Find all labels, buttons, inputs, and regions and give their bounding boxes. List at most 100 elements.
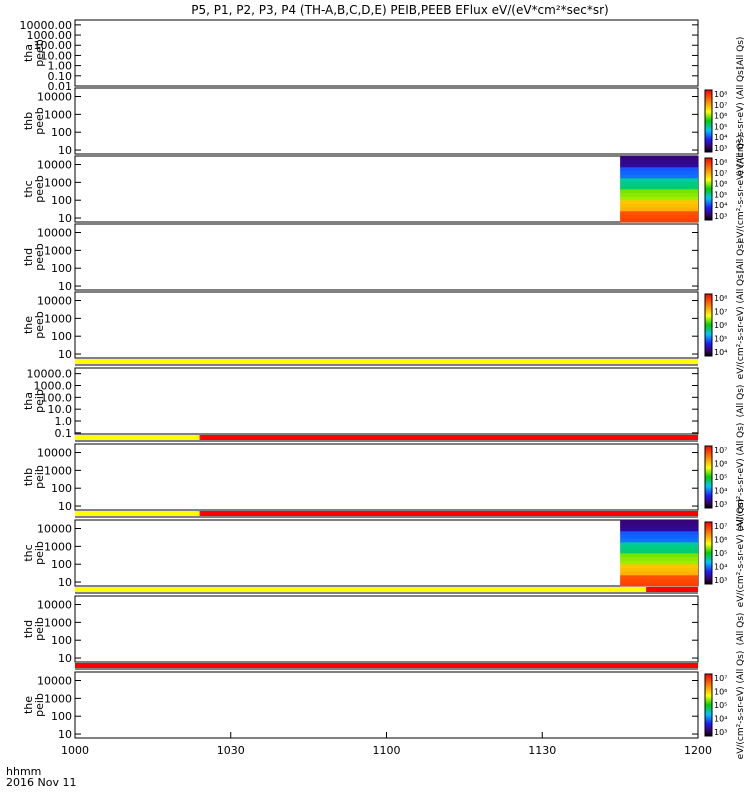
colorbar-tick-label: 10⁶ xyxy=(714,321,727,330)
x-tick-label: 1130 xyxy=(528,744,556,757)
panel-frame xyxy=(74,87,699,155)
spectrogram-cell xyxy=(620,520,698,524)
colorbar-tick-label: 10⁴ xyxy=(714,348,727,357)
y-tick-label: 10 xyxy=(58,348,72,361)
spectrogram-cell xyxy=(620,214,698,219)
y-tick-label: 10000 xyxy=(37,523,72,536)
y-tick-label: 10 xyxy=(58,144,72,157)
panel-frame xyxy=(74,671,699,739)
spectrogram-cell xyxy=(620,159,698,164)
y-tick-label: 1000 xyxy=(44,312,72,325)
unit-label: eV/(cm²-s-sr-eV) (All Qs) xyxy=(736,423,746,532)
colorbar-tick-label: 10⁷ xyxy=(714,674,727,683)
unit-label: (All Qs) xyxy=(736,385,746,418)
spectrogram-cell xyxy=(620,567,698,572)
y-tick-label: 100 xyxy=(51,194,72,207)
x-tick-label: 1030 xyxy=(217,744,245,757)
y-tick-label: 10 xyxy=(58,652,72,665)
y-tick-label: 1000 xyxy=(44,692,72,705)
spectrogram-cell xyxy=(620,531,698,535)
x-tick-label: 1000 xyxy=(61,744,89,757)
y-tick-label: 100.0 xyxy=(41,391,73,404)
y-tick-label: 100 xyxy=(51,126,72,139)
spectrogram-cell xyxy=(620,207,698,212)
y-tick-label: 0.1 xyxy=(55,427,73,440)
product-label: peeb xyxy=(33,175,46,203)
spectrogram-cell xyxy=(620,578,698,583)
y-tick-label: 1000.00 xyxy=(27,29,73,42)
product-label: peib xyxy=(33,389,46,413)
colorbar-tick-label: 10⁷ xyxy=(714,446,727,455)
probe-label: thc xyxy=(22,180,35,197)
panel-frame xyxy=(74,443,699,511)
colorbar-tick-label: 10⁵ xyxy=(714,701,727,710)
colorbar xyxy=(704,673,713,737)
spectrogram-cell xyxy=(620,549,698,554)
spectrogram-cell xyxy=(620,575,698,579)
y-tick-label: 10.00 xyxy=(41,49,73,62)
y-tick-label: 100 xyxy=(51,330,72,343)
spectrogram-cell xyxy=(620,192,698,197)
product-label: peib xyxy=(33,693,46,717)
colorbar-tick-label: 10³ xyxy=(714,500,727,509)
probe-label: thc xyxy=(22,544,35,561)
probe-label: thd xyxy=(22,248,35,266)
y-tick-label: 10000 xyxy=(37,295,72,308)
y-tick-label: 1000 xyxy=(44,540,72,553)
unit-label: eV/(cm²-s-sr-eV) (All Qs) xyxy=(736,651,746,760)
unit-label: eV/(cm²-s-sr-eV) (All Qs) xyxy=(736,67,746,176)
y-tick-label: 1000 xyxy=(44,108,72,121)
spectrogram-cell xyxy=(620,523,698,528)
probe-label: thb xyxy=(22,468,35,486)
mode-bar-segment xyxy=(75,663,698,668)
product-label: peib xyxy=(33,465,46,489)
spectrogram-cell xyxy=(620,196,698,201)
spectrogram-cell xyxy=(620,218,698,223)
spectrogram-cell xyxy=(620,174,698,179)
product-label: peeb xyxy=(33,107,46,135)
colorbar-tick-label: 10⁴ xyxy=(714,715,727,724)
mode-bar-segment xyxy=(646,587,698,592)
product-label: peib xyxy=(33,617,46,641)
spectrogram-cell xyxy=(620,200,698,204)
y-tick-label: 1000 xyxy=(44,464,72,477)
spectrogram-cell xyxy=(620,556,698,561)
spectrogram-cell xyxy=(620,211,698,215)
probe-label: the xyxy=(22,696,35,714)
product-label: peeb xyxy=(33,311,46,339)
probe-label: the xyxy=(22,316,35,334)
colorbar xyxy=(704,445,713,509)
colorbar-tick-label: 10⁶ xyxy=(714,536,727,545)
colorbar-tick-label: 10⁵ xyxy=(714,122,727,131)
y-tick-label: 10000.0 xyxy=(27,368,73,381)
colorbar-tick-label: 10⁵ xyxy=(714,190,727,199)
y-tick-label: 100 xyxy=(51,558,72,571)
colorbar-tick-label: 10⁵ xyxy=(714,549,727,558)
colorbar-tick-label: 10³ xyxy=(714,212,727,221)
mode-bar-segment xyxy=(75,587,647,592)
mode-bar-segment xyxy=(75,435,200,440)
spectrogram-cell xyxy=(620,542,698,546)
colorbar-tick-label: 10⁷ xyxy=(714,169,727,178)
y-tick-label: 10000 xyxy=(37,91,72,104)
x-tick-label: 1100 xyxy=(373,744,401,757)
x-tick-label: 1200 xyxy=(684,744,712,757)
spectrogram-cell xyxy=(620,170,698,175)
unit-label: (All Qs) xyxy=(736,613,746,646)
y-tick-label: 1000.0 xyxy=(34,379,73,392)
spectrogram-cell xyxy=(620,534,698,539)
colorbar xyxy=(704,521,713,585)
spectrogram-cell xyxy=(620,185,698,190)
y-tick-label: 1000 xyxy=(44,244,72,257)
probe-label: tha xyxy=(22,392,35,410)
colorbar-tick-label: 10⁴ xyxy=(714,563,727,572)
colorbar xyxy=(704,293,713,357)
colorbar-tick-label: 10³ xyxy=(714,144,727,153)
